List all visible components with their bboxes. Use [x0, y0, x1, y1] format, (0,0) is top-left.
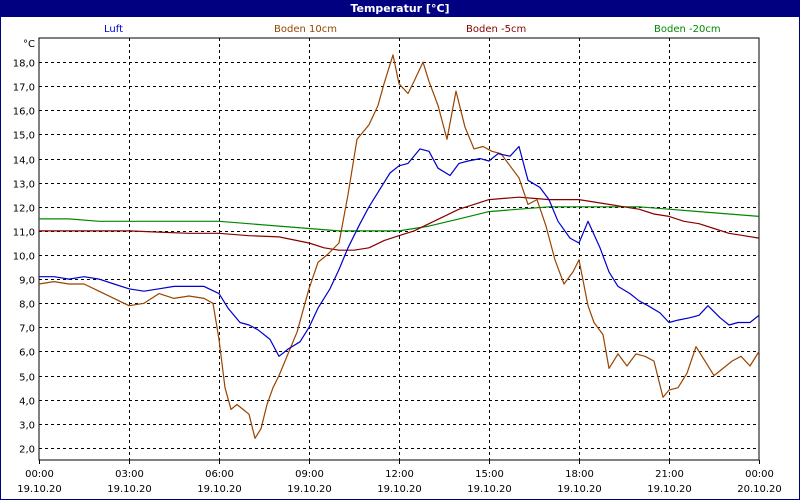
y-tick-label: 2,0 — [19, 445, 35, 456]
x-tick-label-date: 19.10.20 — [557, 484, 602, 495]
y-tick-label: 6,0 — [19, 348, 35, 359]
x-tick-label-time: 03:00 — [115, 469, 144, 480]
y-tick-label: 13,0 — [13, 180, 35, 191]
x-tick-label-time: 15:00 — [475, 469, 504, 480]
y-tick-label: 7,0 — [19, 324, 35, 335]
x-tick-label-time: 00:00 — [745, 469, 774, 480]
x-tick-label-date: 19.10.20 — [467, 484, 512, 495]
y-tick-label: 9,0 — [19, 276, 35, 287]
legend-luft: Luft — [104, 24, 123, 35]
y-tick-label: 12,0 — [13, 204, 35, 215]
y-tick-label: 4,0 — [19, 397, 35, 408]
series-line-boden-5cm — [39, 196, 760, 251]
y-tick-label: 17,0 — [13, 83, 35, 94]
series-line-boden-20cm — [39, 206, 760, 232]
x-tick-label-date: 19.10.20 — [17, 484, 62, 495]
y-tick-label: 8,0 — [19, 300, 35, 311]
x-tick-label-date: 19.10.20 — [647, 484, 692, 495]
x-tick-label-date: 19.10.20 — [197, 484, 242, 495]
x-tick-label-time: 09:00 — [295, 469, 324, 480]
x-tick-label-time: 21:00 — [655, 469, 684, 480]
series-line-luft — [39, 145, 760, 357]
x-tick-label-date: 19.10.20 — [107, 484, 152, 495]
x-tick-label-time: 00:00 — [25, 469, 54, 480]
x-tick-label-time: 06:00 — [205, 469, 234, 480]
y-tick-label: 5,0 — [19, 373, 35, 384]
y-tick-label: 15,0 — [13, 131, 35, 142]
y-tick-label: 10,0 — [13, 252, 35, 263]
x-tick-label-date: 19.10.20 — [377, 484, 422, 495]
y-axis-unit-label: °C — [23, 39, 35, 50]
y-tick-label: 11,0 — [13, 228, 35, 239]
y-tick-label: 16,0 — [13, 107, 35, 118]
x-tick-label-date: 20.10.20 — [737, 484, 782, 495]
x-tick-label-date: 19.10.20 — [287, 484, 332, 495]
y-tick-label: 18,0 — [13, 59, 35, 70]
x-tick-label-time: 12:00 — [385, 469, 414, 480]
legend-boden-minus-20cm: Boden -20cm — [654, 24, 721, 35]
y-tick-label: 14,0 — [13, 156, 35, 167]
series-line-boden-10cm — [38, 54, 760, 439]
x-tick-label-time: 18:00 — [565, 469, 594, 480]
chart-title: Temperatur [°C] — [0, 0, 800, 17]
legend-boden-10cm: Boden 10cm — [274, 24, 337, 35]
legend-boden-minus-5cm: Boden -5cm — [466, 24, 527, 35]
y-tick-label: 3,0 — [19, 421, 35, 432]
